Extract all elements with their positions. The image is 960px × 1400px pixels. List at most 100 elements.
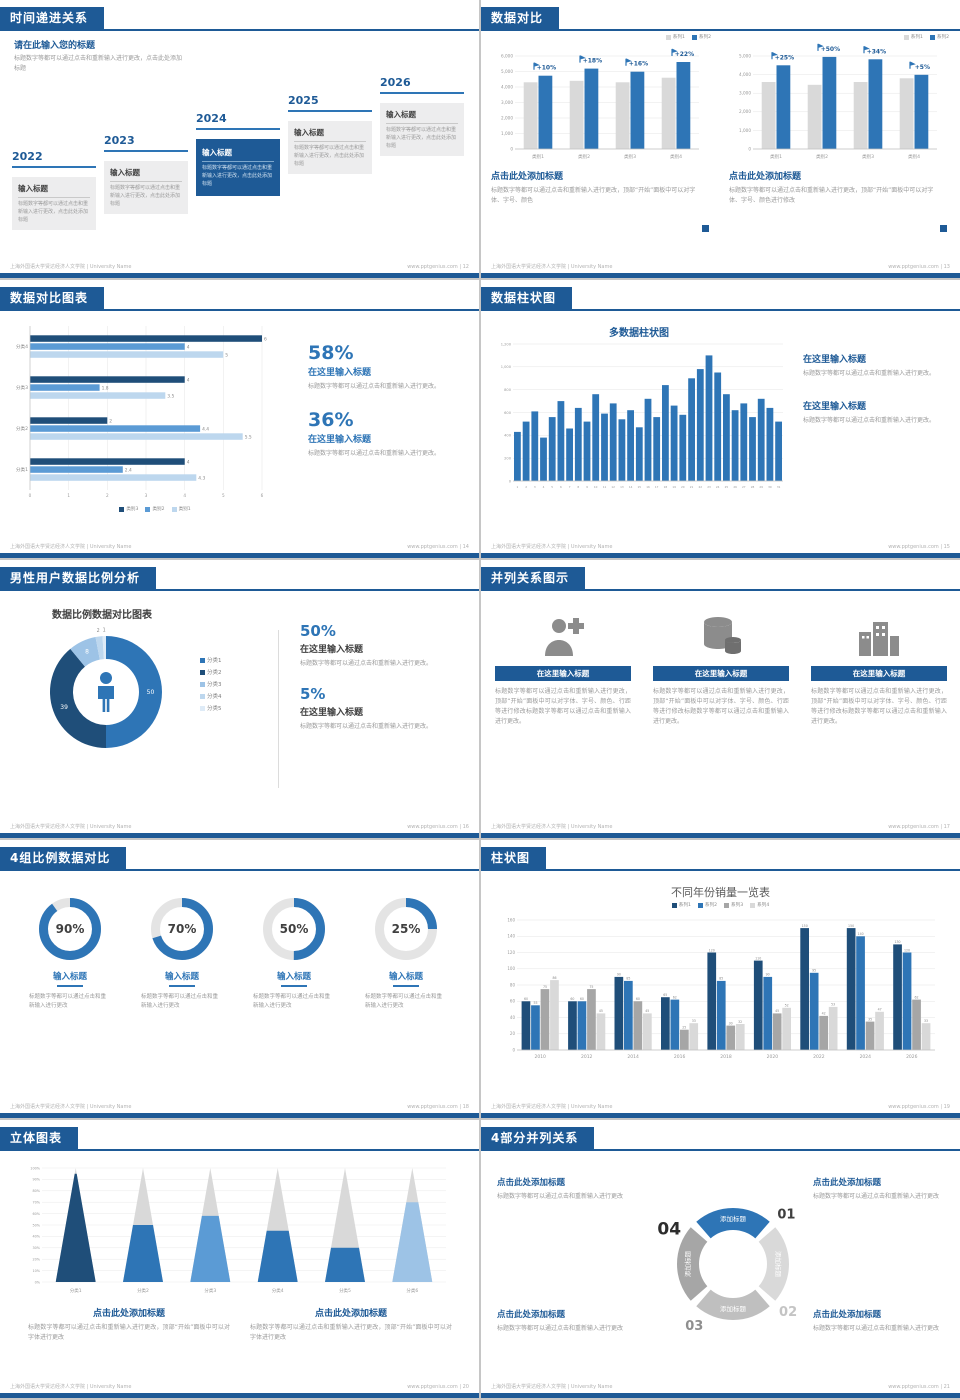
slide-19-column-chart[interactable]: 柱状图 不同年份销量一览表 系列1 系列2 系列3 系列4 0 20 40 60 80 100 1… [481, 840, 960, 1118]
timeline-year: 2026 [380, 76, 464, 94]
svg-text:分类3: 分类3 [16, 384, 28, 391]
svg-text:1: 1 [517, 485, 519, 489]
svg-text:17: 17 [655, 485, 659, 489]
svg-text:33: 33 [692, 1019, 696, 1023]
svg-text:24: 24 [716, 485, 720, 489]
svg-text:5: 5 [225, 352, 228, 358]
progress-ring: 70% [151, 898, 213, 960]
svg-text:400: 400 [504, 434, 512, 438]
slide-header: 4部分并列关系 [481, 1127, 960, 1151]
intro-block: 请在此输入您的标题 标题数字等都可以通过点击和重新输入进行更改，点击此处添加标题 [14, 38, 182, 74]
svg-text:6: 6 [261, 493, 264, 498]
svg-text:6: 6 [560, 485, 562, 489]
svg-text:分类4: 分类4 [272, 1287, 284, 1294]
svg-text:0: 0 [748, 146, 751, 151]
svg-text:60: 60 [524, 997, 528, 1001]
footer-bar [481, 553, 960, 558]
legend-item: 分类4 [200, 692, 222, 700]
svg-text:50: 50 [147, 689, 155, 696]
block-text: 标题数字等都可以通过点击和重新输入进行更改，顶部“开始”面板中可以对字体、字号、… [491, 187, 696, 204]
grouped-column-chart: 0 20 40 60 80 100 120 140 160 60 55 75 86 2010 60 60 75 4… [499, 912, 937, 1060]
svg-text:2014: 2014 [627, 1054, 639, 1060]
svg-text:1,000: 1,000 [739, 128, 751, 133]
stat-text: 标题数字等都可以通过点击和重新输入进行更改。 [308, 449, 441, 457]
svg-text:40: 40 [510, 1015, 516, 1020]
svg-text:+10%: +10% [537, 65, 556, 72]
footer-page: www.pptgenius.com | 15 [888, 544, 950, 550]
slide-21-four-part-ring[interactable]: 4部分并列关系 添加标题 添加标题 添加标题 添加标题 01 02 03 04 点击此处添加标… [481, 1120, 960, 1398]
chart-svg: 0 20 40 60 80 100 120 140 160 60 55 75 86 2010 60 60 75 4… [507, 917, 935, 1060]
svg-text:2.4: 2.4 [125, 467, 132, 473]
footer-bar [481, 1393, 960, 1398]
slide-16-male-user-ratio[interactable]: 男性用户数据比例分析 数据比例数据对比图表 50 39 8 2 1 分类1 分类2 分类3 分… [0, 560, 479, 838]
svg-text:80: 80 [510, 982, 516, 987]
svg-text:2020: 2020 [767, 1054, 779, 1060]
stats-column: 50% 在这里输入标题 标题数字等都可以通过点击和重新输入进行更改。 5% 在这… [300, 622, 466, 748]
slide-header: 并列关系图示 [481, 567, 960, 591]
legend-swatch-icon [929, 34, 935, 40]
slide-13-data-comparison[interactable]: 数据对比 系列1 系列2 0 1,000 2,000 3,000 4,000 5,000 6,… [481, 0, 960, 278]
ratio-item: 25% 输入标题 标题数字等都可以通过点击和重新输入进行更改 [360, 898, 452, 1011]
svg-text:分类2: 分类2 [137, 1287, 149, 1294]
corner-block: 点击此处添加标题 标题数字等都可以通过点击和重新输入进行更改 [813, 1308, 947, 1334]
svg-text:+25%: +25% [775, 54, 794, 61]
timeline-year: 2023 [104, 134, 188, 152]
legend-item: 系列1 [671, 902, 691, 908]
slide-18-four-ratio-rings[interactable]: 4组比例数据对比 90% 输入标题 标题数字等都可以通过点击和重新输入进行更改 70%… [0, 840, 479, 1118]
legend-item: 系列1 [903, 34, 923, 40]
slide-12-time-progression[interactable]: 时间递进关系 请在此输入您的标题 标题数字等都可以通过点击和重新输入进行更改，点… [0, 0, 479, 278]
timeline-card-title: 输入标题 [294, 127, 366, 142]
legend-swatch-icon [665, 34, 671, 40]
chart-svg: 0 1,000 2,000 3,000 4,000 5,000 +25% 类别1 +50% 类别2… [739, 43, 937, 160]
timeline-card: 输入标题 标题数字等都可以通过点击和重新输入进行更改，点击此处添加标题 [196, 139, 280, 197]
svg-text:75: 75 [543, 985, 547, 989]
stat-block: 36% 在这里输入标题 标题数字等都可以通过点击和重新输入进行更改。 [308, 409, 468, 459]
svg-text:45: 45 [599, 1009, 603, 1013]
legend-swatch-icon [119, 506, 125, 512]
chart-title: 多数据柱状图 [609, 328, 669, 339]
svg-text:2016: 2016 [674, 1054, 686, 1060]
stat-block: 50% 在这里输入标题 标题数字等都可以通过点击和重新输入进行更改。 [300, 622, 466, 669]
svg-text:11: 11 [603, 485, 607, 489]
slide-title: 时间递进关系 [0, 7, 105, 29]
timeline: 2022 输入标题 标题数字等都可以通过点击和重新输入进行更改，点击此处添加标题 20… [12, 40, 468, 245]
stats-column: 在这里输入标题 标题数字等都可以通过点击和重新输入进行更改。 在这里输入标题 标… [803, 352, 949, 446]
svg-text:4,000: 4,000 [739, 72, 751, 77]
slide-header: 立体图表 [0, 1127, 479, 1151]
svg-text:3,000: 3,000 [501, 100, 513, 105]
svg-text:53: 53 [831, 1003, 835, 1007]
slide-17-parallel-relation[interactable]: 并列关系图示 在这里输入标题 标题数字等都可以通过点击和重新输入进行更改，顶部“开… [481, 560, 960, 838]
timeline-year: 2022 [12, 150, 96, 168]
slide-title: 数据对比图表 [0, 287, 105, 309]
parallel-item: 在这里输入标题 标题数字等都可以通过点击和重新输入进行更改，顶部“开始”面板中可以… [495, 612, 631, 727]
svg-text:类别3: 类别3 [862, 153, 874, 160]
footer-page: www.pptgenius.com | 20 [407, 1384, 469, 1390]
chart-svg: 0% 10% 20% 30% 40% 50% 60% 70% 80% 90% 100% 分类1 分类2 分… [30, 1166, 446, 1294]
timeline-card-title: 输入标题 [202, 147, 274, 162]
svg-text:200: 200 [504, 457, 512, 461]
svg-text:26: 26 [733, 485, 737, 489]
svg-text:2012: 2012 [581, 1054, 593, 1060]
svg-text:5,000: 5,000 [739, 53, 751, 58]
svg-text:添加标题: 添加标题 [774, 1251, 783, 1278]
footer-bar [481, 273, 960, 278]
svg-text:分类6: 分类6 [406, 1287, 418, 1294]
svg-text:160: 160 [507, 917, 515, 922]
footer-bar [0, 273, 479, 278]
footer-school: 上海外国语大学贤达经济人文学院 | University Name [491, 264, 613, 270]
svg-text:分类3: 分类3 [204, 1287, 216, 1294]
item-heading: 输入标题 [52, 972, 87, 982]
chart-title: 不同年份销量一览表 [671, 886, 770, 899]
legend-item: 分类5 [200, 704, 222, 712]
legend-swatch-icon [903, 34, 909, 40]
slide-20-cone-chart[interactable]: 立体图表 0% 10% 20% 30% 40% 50% 60% 70% 80% 90% 100% 分类… [0, 1120, 479, 1398]
svg-text:30: 30 [768, 485, 772, 489]
slide-14-hbar-comparison[interactable]: 数据对比图表 0 1 2 3 4 5 6 分类4 6 4 5 分类3 4 1.8 3.5 分类2 2 4.4 5.5… [0, 280, 479, 558]
chart-svg: 50 39 8 2 1 [50, 628, 162, 748]
svg-text:5: 5 [551, 485, 553, 489]
svg-text:60: 60 [636, 997, 640, 1001]
svg-text:30%: 30% [32, 1246, 40, 1250]
svg-text:15: 15 [638, 485, 642, 489]
slide-15-multi-column-chart[interactable]: 数据柱状图 多数据柱状图 0 200 400 600 800 1,000 1,200 1 2 3 4… [481, 280, 960, 558]
